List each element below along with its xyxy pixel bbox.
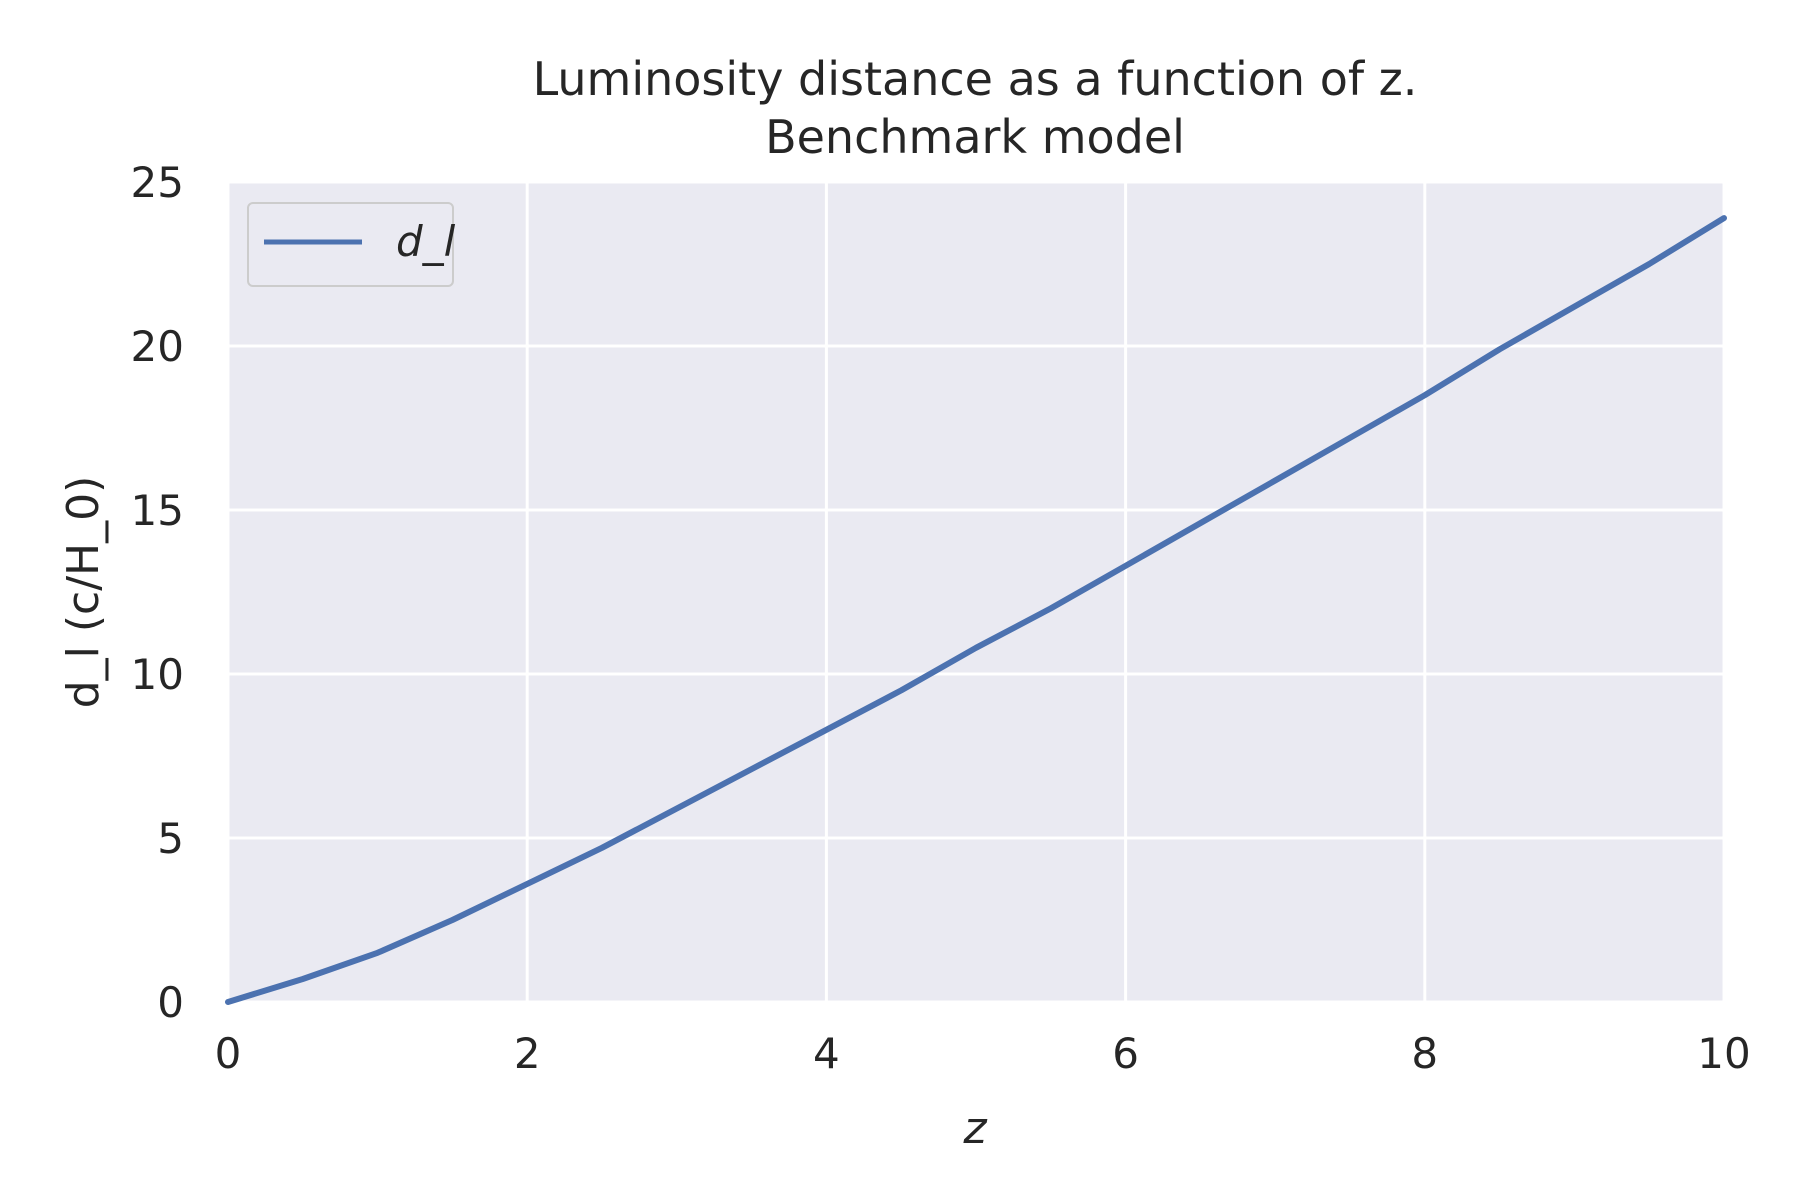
- chart-title-line1: Luminosity distance as a function of z.: [533, 52, 1418, 106]
- y-tick-label: 15: [131, 486, 184, 535]
- horizontal-gridlines: [228, 180, 1724, 1004]
- x-tick-label: 4: [813, 1029, 840, 1078]
- x-tick-label: 0: [215, 1029, 242, 1078]
- y-tick-labels: 0 5 10 15 20 25: [131, 158, 184, 1027]
- plot-area: [228, 182, 1724, 1002]
- legend-label-d-l: d_l: [396, 217, 456, 266]
- y-tick-label: 10: [131, 650, 184, 699]
- legend: d_l: [247, 202, 456, 287]
- y-axis-label: d_l (c/H_0): [58, 476, 109, 709]
- y-tick-label: 0: [157, 978, 184, 1027]
- x-tick-label: 8: [1411, 1029, 1438, 1078]
- y-tick-label: 5: [157, 814, 184, 863]
- vertical-gridlines: [226, 182, 1726, 1002]
- x-tick-labels: 0 2 4 6 8 10: [215, 1029, 1751, 1078]
- x-tick-label: 2: [514, 1029, 541, 1078]
- y-tick-label: 20: [131, 322, 184, 371]
- y-tick-label: 25: [131, 158, 184, 207]
- x-tick-label: 6: [1112, 1029, 1139, 1078]
- chart-title-line2: Benchmark model: [765, 110, 1185, 164]
- x-tick-label: 10: [1697, 1029, 1750, 1078]
- x-axis-label: z: [962, 1103, 987, 1154]
- series-line-d-l: [225, 215, 1727, 1005]
- series-layer: [225, 215, 1727, 1005]
